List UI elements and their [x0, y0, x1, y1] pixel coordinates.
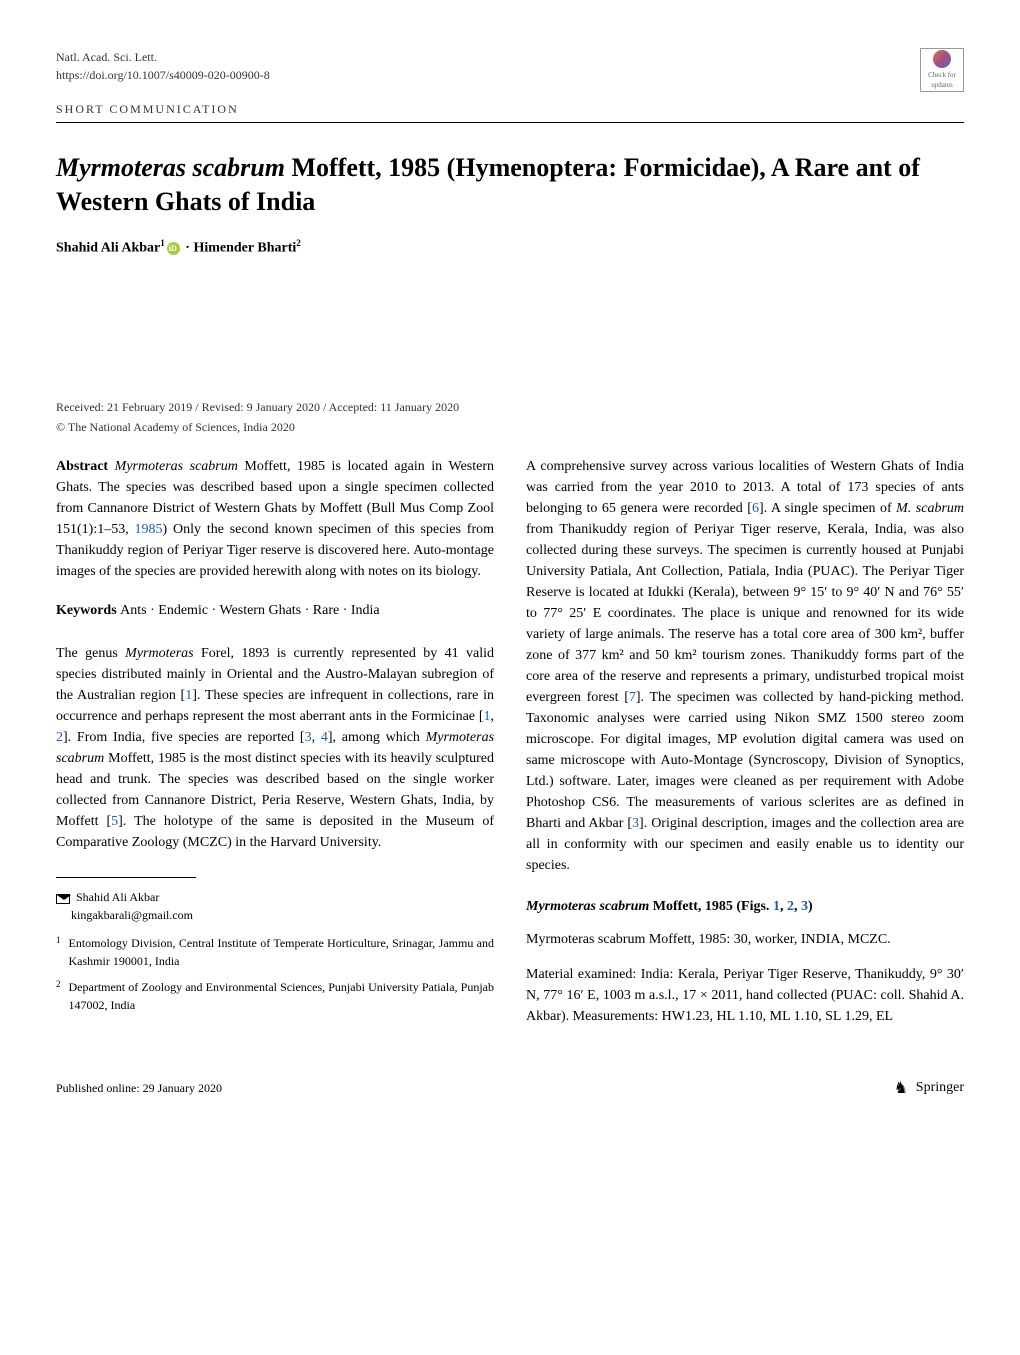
material-paragraph: Material examined: India: Kerala, Periya…: [526, 964, 964, 1027]
journal-name: Natl. Acad. Sci. Lett.: [56, 48, 270, 66]
springer-horse-icon: [894, 1079, 912, 1097]
title-species: Myrmoteras scabrum: [56, 153, 285, 182]
springer-logo: Springer: [894, 1077, 964, 1098]
check-updates-icon: [933, 50, 951, 68]
figure-link[interactable]: 2: [787, 899, 794, 914]
copyright-line: © The National Academy of Sciences, Indi…: [56, 418, 964, 436]
author-1-sup: 1: [160, 238, 165, 248]
dates-line: Received: 21 February 2019 / Revised: 9 …: [56, 398, 964, 416]
reference-link[interactable]: 4: [321, 730, 328, 745]
author-2-sup: 2: [296, 238, 301, 248]
intro-paragraph: The genus Myrmoteras Forel, 1893 is curr…: [56, 643, 494, 853]
aff-2-text: Department of Zoology and Environmental …: [69, 978, 495, 1014]
reference-link[interactable]: 7: [629, 690, 636, 705]
columns: Abstract Myrmoteras scabrum Moffett, 198…: [56, 456, 964, 1041]
check-updates-badge[interactable]: Check for updates: [920, 48, 964, 92]
abstract: Abstract Myrmoteras scabrum Moffett, 198…: [56, 456, 494, 582]
author-sep: ·: [182, 240, 194, 255]
check-updates-label: Check for updates: [921, 70, 963, 91]
reference-link[interactable]: 1: [484, 709, 491, 724]
keywords: Keywords Ants · Endemic · Western Ghats …: [56, 600, 494, 621]
header-row: Natl. Acad. Sci. Lett. https://doi.org/1…: [56, 48, 964, 92]
springer-text: Springer: [916, 1077, 964, 1098]
affiliation-1: 1 Entomology Division, Central Institute…: [56, 934, 494, 970]
reference-link[interactable]: 1985: [135, 522, 163, 537]
corresponding-author: Shahid Ali Akbar kingakbarali@gmail.com: [56, 888, 494, 924]
doi-link[interactable]: https://doi.org/10.1007/s40009-020-00900…: [56, 66, 270, 84]
reference-link[interactable]: 3: [632, 816, 639, 831]
section-rule: [56, 122, 964, 123]
corr-name: Shahid Ali Akbar: [76, 890, 159, 904]
reference-link[interactable]: 2: [56, 730, 63, 745]
affiliation-2: 2 Department of Zoology and Environmenta…: [56, 978, 494, 1014]
mail-icon: [56, 894, 70, 904]
reference-link[interactable]: 3: [305, 730, 312, 745]
aff-1-sup: 1: [56, 934, 61, 970]
author-1-name: Shahid Ali Akbar: [56, 240, 160, 255]
journal-info: Natl. Acad. Sci. Lett. https://doi.org/1…: [56, 48, 270, 84]
heading-close: ): [808, 899, 813, 914]
heading-species: Myrmoteras scabrum: [526, 899, 649, 914]
abstract-text: Myrmoteras scabrum Moffett, 1985 is loca…: [56, 459, 494, 579]
species-section-heading: Myrmoteras scabrum Moffett, 1985 (Figs. …: [526, 896, 964, 917]
aff-1-text: Entomology Division, Central Institute o…: [69, 934, 495, 970]
authors-line: Shahid Ali Akbar1 · Himender Bharti2: [56, 237, 964, 259]
footer: Published online: 29 January 2020 Spring…: [56, 1077, 964, 1098]
corr-email[interactable]: kingakbarali@gmail.com: [71, 908, 193, 922]
orcid-icon[interactable]: [167, 242, 180, 255]
reference-link[interactable]: 6: [752, 501, 759, 516]
section-label: SHORT COMMUNICATION: [56, 100, 964, 118]
keywords-label: Keywords: [56, 603, 120, 618]
figure-link[interactable]: 1: [773, 899, 780, 914]
survey-paragraph: A comprehensive survey across various lo…: [526, 456, 964, 876]
author-2-name: Himender Bharti: [193, 240, 296, 255]
published-date: Published online: 29 January 2020: [56, 1079, 222, 1097]
left-column: Abstract Myrmoteras scabrum Moffett, 198…: [56, 456, 494, 1041]
figure-link[interactable]: 3: [801, 899, 808, 914]
abstract-label: Abstract: [56, 459, 115, 474]
heading-figs: 1, 2, 3: [773, 899, 808, 914]
keywords-text: Ants · Endemic · Western Ghats · Rare · …: [120, 603, 379, 618]
article-title: Myrmoteras scabrum Moffett, 1985 (Hymeno…: [56, 151, 964, 219]
corr-rule: [56, 877, 196, 878]
heading-rest: Moffett, 1985 (Figs.: [649, 899, 773, 914]
right-column: A comprehensive survey across various lo…: [526, 456, 964, 1041]
aff-2-sup: 2: [56, 978, 61, 1014]
type-paragraph: Myrmoteras scabrum Moffett, 1985: 30, wo…: [526, 929, 964, 950]
